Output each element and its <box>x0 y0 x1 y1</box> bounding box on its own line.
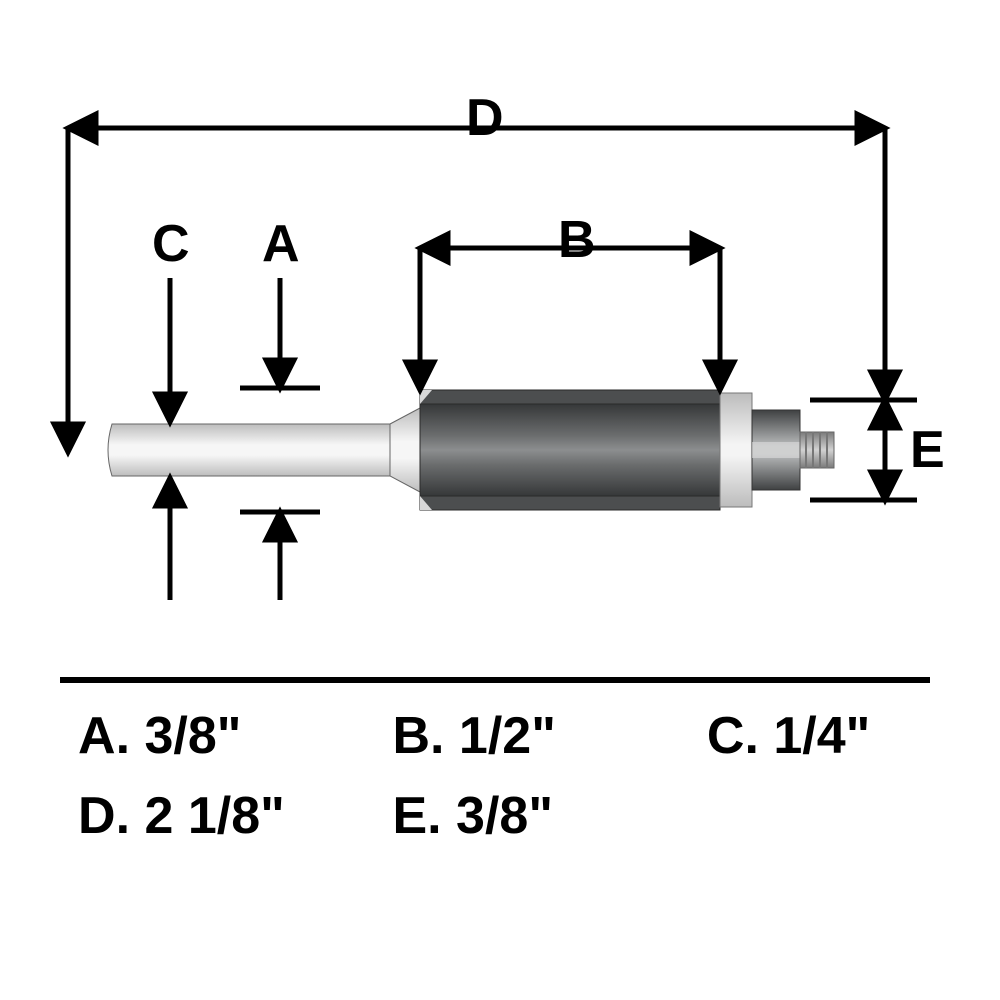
bit-collar <box>390 408 420 492</box>
spec-B-label: B <box>392 707 430 765</box>
bit-cutter-top <box>420 390 720 404</box>
spec-B-value: 1/2" <box>459 707 556 765</box>
spec-A: A. 3/8" <box>78 706 378 766</box>
spec-C-label: C <box>707 707 745 765</box>
label-A: A <box>262 214 300 274</box>
label-C: C <box>152 214 190 274</box>
spec-A-value: 3/8" <box>144 707 241 765</box>
bit-body <box>420 400 720 500</box>
dimension-drawing <box>0 0 1000 1000</box>
spec-D-value: 2 1/8" <box>144 787 284 845</box>
spec-C-value: 1/4" <box>773 707 870 765</box>
spec-D-label: D <box>78 787 116 845</box>
spec-row-2: D. 2 1/8" E. 3/8" <box>78 786 553 846</box>
label-E: E <box>910 420 945 480</box>
spec-C: C. 1/4" <box>707 706 870 766</box>
spec-row-1: A. 3/8" B. 1/2" C. 1/4" <box>78 706 870 766</box>
spec-E-value: 3/8" <box>456 787 553 845</box>
bit-screw <box>800 432 834 468</box>
spec-D: D. 2 1/8" <box>78 786 378 846</box>
label-D: D <box>466 88 504 148</box>
spec-B: B. 1/2" <box>392 706 692 766</box>
label-B: B <box>558 210 596 270</box>
spec-E: E. 3/8" <box>392 786 553 846</box>
spec-A-label: A <box>78 707 116 765</box>
bit-shank <box>108 424 390 476</box>
bit-cutter-bottom <box>420 496 720 510</box>
spec-E-label: E <box>392 787 427 845</box>
bit-washer <box>720 393 752 507</box>
